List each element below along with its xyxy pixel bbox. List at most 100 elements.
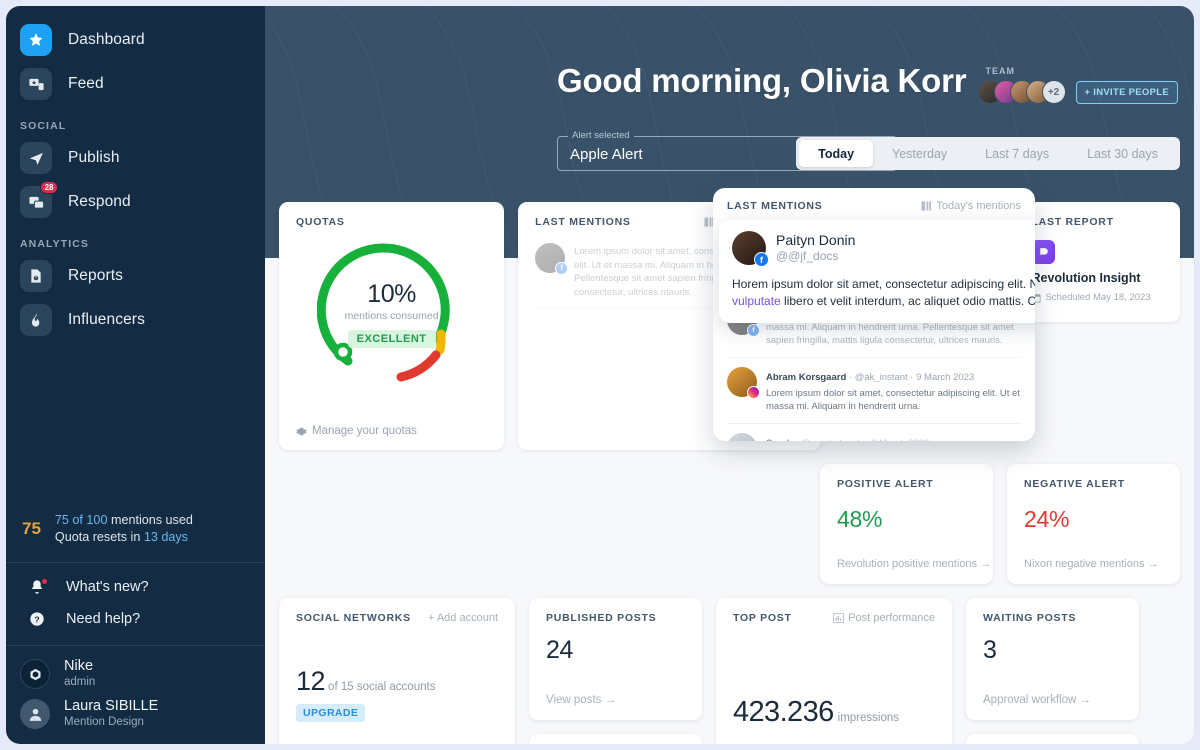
- sidebar-item-feed[interactable]: Feed: [6, 62, 265, 106]
- sidebar-item-respond[interactable]: 28 Respond: [6, 180, 265, 224]
- respond-badge: 28: [40, 181, 58, 194]
- negative-alert-link[interactable]: Nixon negative mentions →: [1024, 558, 1159, 570]
- list-item[interactable]: Sarah · @sarah_kroch · 9 March 2023 Lore…: [727, 424, 1021, 442]
- negative-alert-title: NEGATIVE ALERT: [1024, 478, 1125, 490]
- quotas-percent: 10%: [367, 280, 416, 308]
- nike-workspace-icon: [20, 659, 50, 689]
- list-item-body: Lorem ipsum dolor sit amet, consectetur …: [574, 243, 804, 299]
- mention-date: 9 March 2023: [871, 438, 929, 442]
- posts-column: PUBLISHED POSTS 24 View posts → SCHEDULE…: [529, 598, 702, 744]
- bell-icon: [24, 578, 50, 595]
- featured-mention-header: f Paityn Donin @@jf_docs: [732, 231, 1035, 267]
- mention-meta: Sarah · @sarah_kroch · 9 March 2023: [766, 438, 929, 442]
- mention-name: Sarah: [766, 438, 792, 442]
- positive-alert-card: POSITIVE ALERT 48% Revolution positive m…: [820, 464, 993, 584]
- gauge-chart: [316, 243, 450, 382]
- popup-head: LAST MENTIONS Today's mentions: [713, 188, 1035, 220]
- quotas-title: QUOTAS: [296, 216, 345, 228]
- tab-last-30-days[interactable]: Last 30 days: [1087, 146, 1158, 161]
- sidebar-item-influencers[interactable]: Influencers: [6, 298, 265, 342]
- social-networks-card: SOCIAL NETWORKS + Add account 12 of 15 so…: [279, 598, 515, 744]
- date-range-tabs: Today Yesterday Last 7 days Last 30 days: [796, 137, 1180, 170]
- need-help-item[interactable]: ? Need help?: [6, 603, 265, 635]
- flame-icon: [20, 304, 52, 336]
- alert-select-value: Apple Alert: [570, 146, 643, 163]
- social-count: 12: [296, 666, 326, 696]
- user-text: Laura SIBILLE Mention Design: [64, 698, 158, 730]
- post-performance-link[interactable]: Post performance: [833, 612, 935, 624]
- featured-text-pre: Horem ipsum dolor sit amet, consectetur …: [732, 277, 1035, 291]
- top-post-unit: impressions: [837, 712, 899, 724]
- view-posts-link[interactable]: View posts →: [546, 694, 617, 706]
- sidebar-accounts: Nike admin Laura SIBILLE Mention Design: [6, 646, 265, 744]
- sidebar-item-reports[interactable]: Reports: [6, 254, 265, 298]
- mention-name: Abram Korsgaard: [766, 371, 847, 383]
- main-content: Good morning, Olivia Korr TEAM +2 + INVI…: [265, 6, 1194, 744]
- published-posts-value: 24: [546, 636, 574, 664]
- social-count-wrap: 12 of 15 social accounts: [296, 666, 498, 697]
- popup-todays-mentions-link[interactable]: Today's mentions: [921, 200, 1021, 212]
- positive-alert-link[interactable]: Revolution positive mentions →: [837, 558, 992, 570]
- status-badge: EXCELLENT: [347, 330, 436, 348]
- star-badge-icon: [20, 24, 52, 56]
- popup-title: LAST MENTIONS: [727, 200, 823, 212]
- quota-reset-prefix: Quota resets in: [54, 530, 144, 544]
- mention-body: Lorem ipsum dolor sit amet, consectetur …: [766, 387, 1020, 413]
- report-app-icon: [1031, 240, 1056, 264]
- last-report-card: LAST REPORT Revolution Insight Scheduled…: [1014, 202, 1181, 322]
- quotas-subtitle: mentions consumed: [344, 310, 439, 322]
- need-help-label: Need help?: [66, 611, 141, 627]
- add-account-button[interactable]: + Add account: [427, 612, 498, 624]
- top-post-title: TOP POST: [733, 612, 792, 624]
- popup-todays-mentions-label: Today's mentions: [936, 200, 1021, 212]
- avatar: f: [732, 231, 769, 267]
- tab-last-7-days[interactable]: Last 7 days: [985, 146, 1050, 161]
- whats-new-dot: [41, 578, 48, 585]
- approval-workflow-link[interactable]: Approval workflow →: [983, 694, 1092, 706]
- grid-icon: [921, 201, 932, 211]
- manage-quotas-link[interactable]: Manage your quotas: [296, 425, 417, 437]
- team-section: TEAM +2 + INVITE PEOPLE: [977, 66, 1178, 104]
- post-performance-label: Post performance: [848, 612, 935, 624]
- positive-alert-title: POSITIVE ALERT: [837, 478, 934, 490]
- mentions-list-背景: f Lorem ipsum dolor sit amet, consectetu…: [535, 234, 804, 309]
- whats-new-label: What's new?: [66, 579, 149, 595]
- team-avatars[interactable]: +2: [977, 80, 1066, 104]
- user-account[interactable]: Laura SIBILLE Mention Design: [6, 694, 265, 734]
- sidebar-item-dashboard[interactable]: Dashboard: [6, 18, 265, 62]
- sidebar-item-label: Respond: [68, 193, 131, 210]
- invite-people-button[interactable]: + INVITE PEOPLE: [1075, 80, 1178, 104]
- quota-used-suffix: mentions used: [107, 513, 193, 527]
- facebook-icon: f: [555, 262, 569, 275]
- sidebar-item-label: Publish: [68, 149, 120, 166]
- tab-yesterday[interactable]: Yesterday: [892, 146, 948, 161]
- mentions-title: LAST MENTIONS: [535, 216, 631, 228]
- chat-bubbles-icon: 28: [20, 181, 58, 218]
- gear-icon: [296, 427, 307, 435]
- whats-new-item[interactable]: What's new?: [6, 571, 265, 603]
- user-org: Mention Design: [64, 716, 144, 728]
- quotas-gauge: 10% mentions consumed EXCELLENT: [316, 242, 467, 392]
- social-networks-title: SOCIAL NETWORKS: [296, 612, 411, 624]
- list-item[interactable]: f Lorem ipsum dolor sit amet, consectetu…: [535, 234, 804, 309]
- last-report-date-wrap: Scheduled May 18, 2023: [1031, 292, 1163, 303]
- sidebar-item-publish[interactable]: Publish: [6, 136, 265, 180]
- featured-mention-card[interactable]: f Paityn Donin @@jf_docs Horem ipsum dol…: [719, 220, 1035, 323]
- published-posts-card: PUBLISHED POSTS 24 View posts →: [529, 598, 702, 720]
- gauge-center: 10% mentions consumed EXCELLENT: [317, 280, 467, 348]
- sidebar-section-social: SOCIAL: [20, 120, 67, 132]
- list-item[interactable]: Abram Korsgaard · @ak_instant · 9 March …: [727, 358, 1021, 424]
- workspace-nike[interactable]: Nike admin: [6, 654, 265, 694]
- team-more-count[interactable]: +2: [1041, 80, 1066, 104]
- scheduled-posts-card: SCHEDULED POSTS 7 View calendar →: [529, 734, 702, 744]
- facebook-icon: f: [754, 252, 769, 267]
- featured-mention-handle: @@jf_docs: [776, 249, 839, 263]
- tab-today[interactable]: Today: [799, 140, 874, 167]
- featured-mention-identity: Paityn Donin @@jf_docs: [776, 232, 855, 264]
- quota-reset-days: 13 days: [143, 530, 188, 544]
- upgrade-button[interactable]: UPGRADE: [296, 704, 366, 722]
- team-label: TEAM: [985, 66, 1016, 76]
- instagram-icon: [747, 385, 760, 399]
- avatar: [727, 366, 760, 399]
- feed-screens-icon: [20, 68, 52, 100]
